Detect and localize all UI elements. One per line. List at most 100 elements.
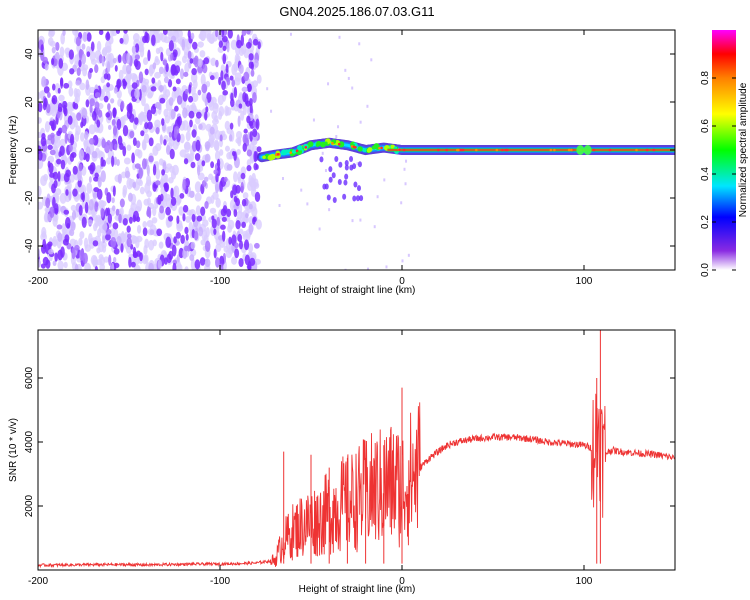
- noise-speck: [47, 37, 54, 46]
- noise-speck: [96, 40, 102, 52]
- noise-speck: [161, 118, 165, 126]
- noise-speck: [218, 106, 225, 117]
- noise-speck: [78, 48, 83, 61]
- noise-speck: [225, 63, 229, 74]
- noise-speck: [241, 221, 247, 229]
- noise-speck: [84, 201, 89, 214]
- noise-speck: [196, 164, 201, 176]
- noise-speck: [156, 33, 161, 43]
- noise-speck: [144, 122, 149, 130]
- noise-speck: [52, 216, 58, 227]
- noise-speck: [168, 165, 175, 173]
- noise-speck: [170, 187, 174, 199]
- noise-speck: [218, 76, 222, 86]
- noise-speck: [168, 250, 174, 260]
- snr-frame: [37, 329, 676, 571]
- noise-speck: [56, 130, 62, 137]
- noise-speck: [119, 198, 125, 208]
- noise-speck: [195, 205, 201, 216]
- noise-speck: [225, 249, 233, 259]
- noise-speck: [94, 126, 101, 133]
- noise-speck: [115, 30, 120, 35]
- noise-speck: [103, 220, 108, 232]
- noise-speck: [78, 204, 83, 216]
- noise-speck: [228, 134, 233, 142]
- noise-speck: [222, 205, 228, 214]
- noise-speck: [68, 49, 74, 60]
- sparse-speck: [376, 195, 379, 199]
- noise-speck: [143, 198, 150, 206]
- snr-xtick-label: 0: [399, 576, 405, 587]
- noise-speck: [241, 86, 248, 92]
- noise-speck: [222, 53, 227, 65]
- colorbar-tick-label: 0.4: [700, 167, 711, 181]
- noise-speck: [179, 149, 187, 158]
- noise-speck: [173, 125, 180, 135]
- noise-speck: [38, 259, 41, 268]
- spectrogram-ytick-label: -40: [24, 238, 35, 253]
- noise-speck: [233, 171, 238, 183]
- noise-speck: [177, 263, 183, 270]
- signal-blob: [280, 149, 287, 156]
- snr-panel: -200 -100 0 100 2000 4000 6000 Height of strai…: [8, 329, 676, 595]
- noise-speck: [146, 219, 154, 228]
- signal-spur: [344, 164, 349, 171]
- noise-speck: [168, 97, 174, 106]
- signal-spur: [356, 185, 361, 192]
- noise-speck: [226, 42, 230, 53]
- noise-speck: [170, 52, 174, 61]
- noise-speck: [134, 43, 140, 53]
- noise-speck: [49, 149, 56, 156]
- noise-speck: [194, 181, 202, 193]
- noise-speck: [162, 30, 168, 36]
- noise-speck: [47, 241, 53, 247]
- noise-speck: [71, 210, 77, 220]
- noise-speck: [109, 141, 114, 152]
- noise-speck: [132, 214, 137, 223]
- noise-speck: [182, 120, 189, 131]
- noise-speck: [143, 78, 150, 85]
- noise-speck: [78, 59, 82, 68]
- noise-speck: [204, 153, 211, 163]
- noise-speck: [98, 199, 105, 209]
- noise-speck: [156, 228, 163, 237]
- noise-speck: [253, 242, 260, 249]
- noise-speck: [245, 41, 252, 49]
- noise-speck: [217, 45, 224, 53]
- noise-speck: [164, 257, 168, 265]
- noise-speck: [142, 227, 148, 237]
- spectrogram-xtick-label: 100: [576, 276, 593, 287]
- noise-speck: [134, 54, 140, 60]
- noise-speck: [89, 50, 96, 62]
- noise-speck: [85, 79, 90, 91]
- noise-speck: [224, 145, 230, 152]
- noise-speck: [222, 90, 229, 96]
- signal-peak: [295, 149, 299, 153]
- noise-speck: [216, 158, 221, 168]
- noise-speck: [69, 133, 75, 146]
- noise-speck: [241, 30, 247, 37]
- sparse-speck: [300, 188, 303, 192]
- noise-speck: [170, 196, 177, 206]
- noise-speck: [191, 41, 198, 50]
- noise-speck: [244, 133, 249, 144]
- noise-speck: [94, 101, 100, 110]
- noise-speck: [146, 209, 151, 217]
- noise-speck: [73, 103, 79, 110]
- noise-speck: [172, 262, 177, 270]
- noise-speck: [44, 63, 49, 71]
- noise-speck: [195, 111, 202, 119]
- noise-speck: [81, 43, 86, 50]
- signal-blob: [262, 155, 266, 160]
- noise-speck: [198, 33, 204, 40]
- noise-speck: [42, 256, 49, 266]
- noise-speck: [218, 40, 223, 48]
- noise-speck: [78, 213, 84, 221]
- noise-speck: [88, 124, 96, 135]
- noise-speck: [123, 30, 128, 34]
- noise-speck: [139, 47, 145, 58]
- noise-speck: [122, 32, 129, 45]
- snr-ytick-label: 4000: [24, 430, 35, 453]
- noise-speck: [106, 82, 110, 88]
